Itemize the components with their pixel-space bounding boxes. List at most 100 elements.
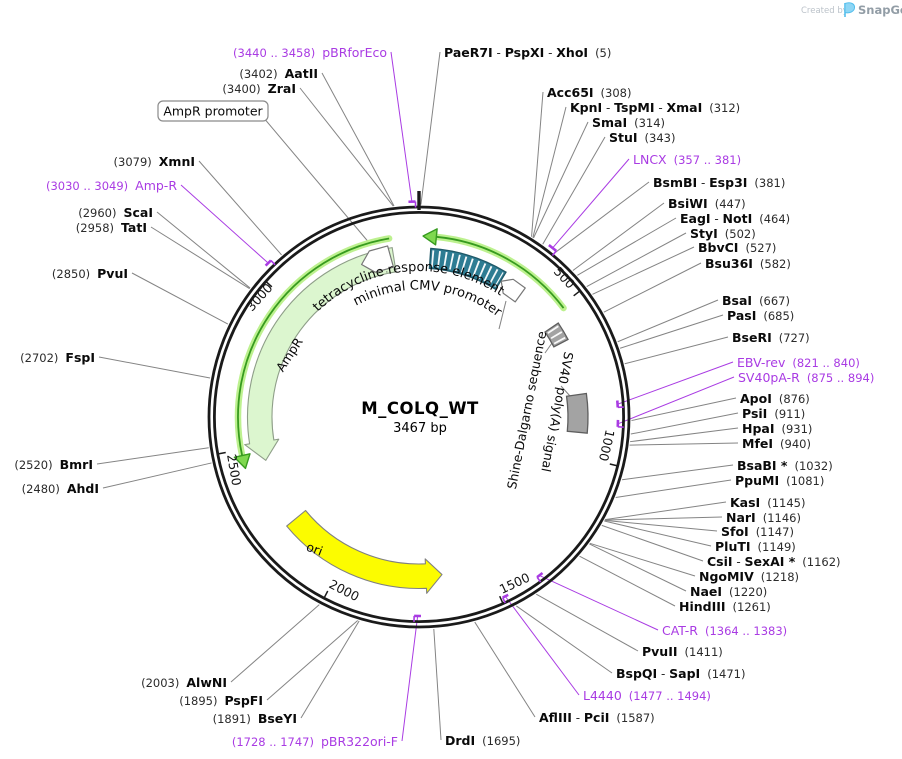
site-label-AatII[interactable]: (3402) AatII — [239, 66, 318, 81]
site-label-CsiI[interactable]: CsiI - SexAI * (1162) — [707, 554, 841, 569]
primer-label-CATR[interactable]: CAT-R (1364 .. 1383) — [662, 623, 787, 638]
site-label-Acc65I[interactable]: Acc65I (308) — [547, 85, 631, 100]
primer-label-pBRforEco[interactable]: (3440 .. 3458) pBRforEco — [233, 45, 387, 60]
plasmid-size: 3467 bp — [393, 421, 447, 436]
primer-mark-LNCX[interactable] — [548, 244, 558, 252]
site-line-PsiI — [630, 412, 739, 435]
feature-mincmv-promoter[interactable] — [496, 274, 526, 303]
site-label-BsaI[interactable]: BsaI (667) — [722, 293, 790, 308]
site-label-PasI[interactable]: PasI (685) — [727, 308, 794, 323]
site-label-BbvCI[interactable]: BbvCI (527) — [698, 240, 776, 255]
site-label-PvuII[interactable]: PvuII (1411) — [642, 644, 723, 659]
site-label-SmaI[interactable]: SmaI (314) — [592, 115, 665, 130]
site-label-AhdI[interactable]: (2480) AhdI — [22, 481, 99, 496]
site-label-TatI[interactable]: (2958) TatI — [76, 220, 147, 235]
site-line-XmnI — [198, 160, 282, 256]
site-label-Bsu36I[interactable]: Bsu36I (582) — [705, 256, 791, 271]
site-line-StuI — [542, 136, 606, 245]
tick-label-2000: 2000 — [327, 576, 362, 604]
site-label-ApoI[interactable]: ApoI (876) — [740, 391, 810, 406]
site-line-StyI — [586, 232, 687, 287]
site-label-StyI[interactable]: StyI (502) — [690, 226, 756, 241]
site-label-MfeI[interactable]: MfeI (940) — [742, 436, 811, 451]
primer-label-SV40pAR[interactable]: SV40pA-R (875 .. 894) — [738, 370, 874, 385]
orf-arrow-orf-amp[interactable] — [233, 235, 393, 470]
ori-feature-label[interactable]: ori — [304, 539, 325, 559]
site-line-BsmBI — [554, 181, 650, 254]
site-label-BseRI[interactable]: BseRI (727) — [732, 330, 810, 345]
feature-connector-1 — [498, 300, 507, 330]
site-line-BsaBI — [621, 464, 734, 481]
primer-label-LNCX[interactable]: LNCX (357 .. 381) — [633, 152, 741, 167]
tick-mark-3000 — [265, 281, 273, 288]
site-label-PsiI[interactable]: PsiI (911) — [742, 406, 805, 421]
site-label-BmrI[interactable]: (2520) BmrI — [14, 457, 93, 472]
site-line-EagI — [577, 217, 677, 276]
primer-mark-AmpR[interactable] — [264, 259, 272, 267]
site-label-BspQI[interactable]: BspQI - SapI (1471) — [616, 666, 745, 681]
site-label-StuI[interactable]: StuI (343) — [609, 130, 675, 145]
site-label-PpuMI[interactable]: PpuMI (1081) — [735, 473, 824, 488]
site-label-EagI[interactable]: EagI - NotI (464) — [680, 211, 790, 226]
site-label-NgoMIV[interactable]: NgoMIV (1218) — [699, 569, 799, 584]
orf-arrow-orf-top[interactable] — [422, 228, 567, 312]
site-line-Bsu36I — [603, 262, 702, 313]
site-line-BseRI — [624, 336, 729, 365]
site-line-NarI — [604, 516, 723, 521]
site-label-AlwNI[interactable]: (2003) AlwNI — [141, 675, 227, 690]
site-label-SfoI[interactable]: SfoI (1147) — [721, 524, 794, 539]
site-label-DrdI[interactable]: DrdI (1695) — [445, 733, 520, 748]
feature-hatch-sd — [547, 325, 566, 345]
feature-polya[interactable] — [565, 392, 589, 434]
site-line-Acc65I — [531, 91, 544, 237]
site-line-KasI — [604, 501, 727, 521]
site-label-AflIII[interactable]: AflIII - PciI (1587) — [539, 710, 655, 725]
site-label-KasI[interactable]: KasI (1145) — [730, 495, 805, 510]
site-line-CsiI — [601, 524, 704, 562]
site-label-XmnI[interactable]: (3079) XmnI — [114, 154, 195, 169]
site-line-ZraI — [299, 87, 394, 207]
site-line-BmrI — [96, 447, 209, 465]
site-line-ApoI — [631, 397, 737, 422]
callout-lines-layer — [96, 51, 739, 742]
site-line-BsiWI — [572, 202, 665, 271]
ampr-promoter-label[interactable]: AmpR promoter — [157, 100, 269, 122]
site-line-PasI — [619, 314, 724, 349]
site-label-KpnI[interactable]: KpnI - TspMI - XmaI (312) — [570, 100, 740, 115]
primer-label-AmpR[interactable]: (3030 .. 3049) Amp-R — [46, 178, 177, 193]
site-line-DrdI — [433, 628, 442, 741]
site-label-BsiWI[interactable]: BsiWI (447) — [668, 196, 746, 211]
primer-label-pBR322oriF[interactable]: (1728 .. 1747) pBR322ori-F — [232, 734, 398, 749]
site-label-NaeI[interactable]: NaeI (1220) — [690, 584, 767, 599]
site-label-HpaI[interactable]: HpaI (931) — [742, 421, 812, 436]
site-line-FspI — [98, 356, 211, 379]
site-label-PaeR7I[interactable]: PaeR7I - PspXI - XhoI (5) — [444, 45, 611, 60]
site-line-NaeI — [589, 543, 687, 592]
feature-connector-2 — [544, 342, 553, 354]
site-label-BsaBI[interactable]: BsaBI * (1032) — [737, 458, 833, 473]
site-label-ScaI[interactable]: (2960) ScaI — [78, 205, 153, 220]
site-label-BseYI[interactable]: (1891) BseYI — [213, 711, 297, 726]
site-line-ScaI — [156, 211, 251, 289]
site-label-PluTI[interactable]: PluTI (1149) — [715, 539, 796, 554]
site-label-ZraI[interactable]: (3400) ZraI — [222, 81, 296, 96]
site-line-NgoMIV — [589, 542, 696, 577]
feature-ori[interactable] — [286, 509, 443, 594]
primer-mark-L4440[interactable] — [502, 593, 509, 599]
site-label-PspFI[interactable]: (1895) PspFI — [179, 693, 263, 708]
site-line-PaeR7I — [420, 51, 441, 205]
primer-label-EBVrev[interactable]: EBV-rev (821 .. 840) — [737, 355, 860, 370]
plasmid-name: M_COLQ_WT — [361, 399, 479, 418]
site-label-FspI[interactable]: (2702) FspI — [20, 350, 95, 365]
feature-tre[interactable] — [428, 247, 507, 291]
feature-ampr-promoter[interactable] — [359, 245, 395, 275]
site-label-NarI[interactable]: NarI (1146) — [726, 510, 801, 525]
site-label-BsmBI[interactable]: BsmBI - Esp3I (381) — [653, 175, 785, 190]
site-line-AflIII — [474, 621, 536, 718]
primer-label-L4440[interactable]: L4440 (1477 .. 1494) — [583, 688, 711, 703]
site-label-HindIII[interactable]: HindIII (1261) — [679, 599, 771, 614]
site-label-PvuI[interactable]: (2850) PvuI — [52, 266, 128, 281]
primer-line-pBR322oriF — [401, 616, 419, 742]
primer-mark-CATR[interactable] — [536, 571, 544, 579]
